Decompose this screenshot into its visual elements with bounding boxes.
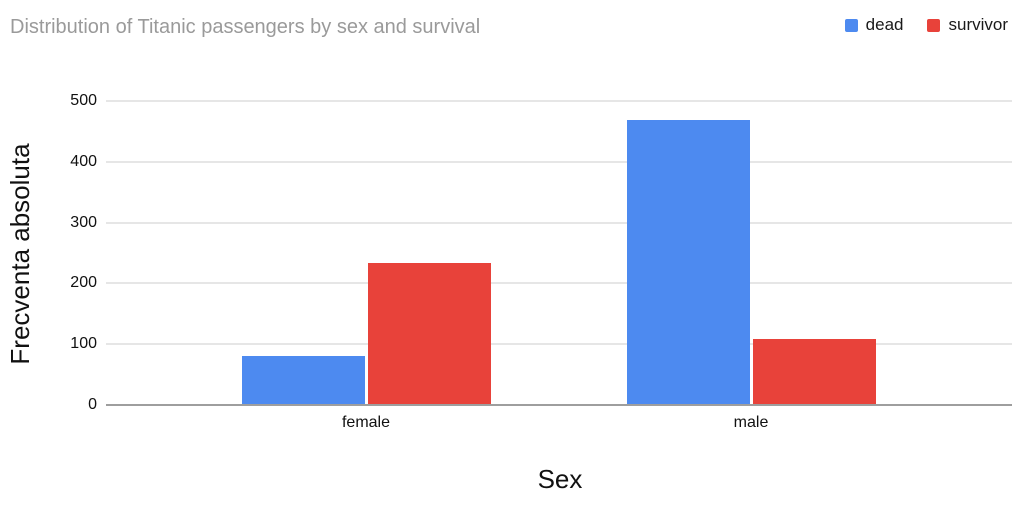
legend-item-dead: dead — [844, 15, 904, 35]
gridline-300 — [106, 221, 1012, 224]
chart-title: Distribution of Titanic passengers by se… — [10, 16, 481, 38]
y-axis-title: Frecventa absoluta — [5, 143, 35, 365]
x-tick-label-female: female — [341, 414, 391, 431]
y-tick-label-0: 0 — [88, 396, 97, 413]
y-tick-label-200: 200 — [70, 274, 97, 292]
legend-swatch-dead — [844, 18, 858, 32]
legend-item-survivor: survivor — [927, 15, 1008, 35]
bar-female-survivor — [367, 263, 491, 405]
y-tick-label-500: 500 — [70, 92, 97, 109]
legend-label-dead: dead — [865, 15, 904, 34]
gridline-100 — [106, 343, 1012, 346]
legend: dead survivor — [844, 15, 1008, 35]
gridline-200 — [106, 282, 1012, 285]
bar-female-dead — [241, 355, 365, 405]
x-axis-line — [106, 404, 1012, 406]
bar-male-dead — [626, 120, 750, 405]
x-tick-label-male: male — [733, 414, 769, 431]
bar-male-survivor — [752, 338, 876, 405]
legend-label-survivor: survivor — [948, 15, 1008, 34]
y-tick-label-100: 100 — [70, 335, 97, 353]
y-tick-label-400: 400 — [70, 152, 97, 170]
y-tick-label-300: 300 — [70, 213, 97, 231]
gridline-500 — [106, 100, 1012, 102]
legend-swatch-survivor — [927, 18, 941, 32]
x-axis-title: Sex — [537, 464, 583, 494]
gridline-400 — [106, 160, 1012, 163]
